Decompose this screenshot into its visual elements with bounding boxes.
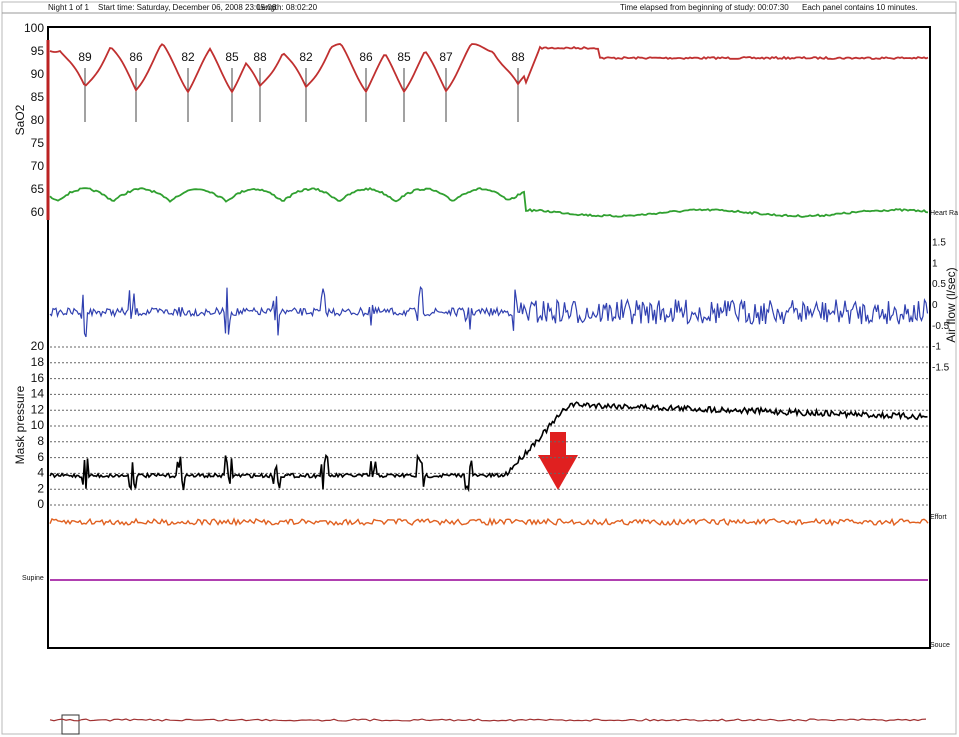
sao2-tick: 95 xyxy=(31,44,45,58)
sao2-tick: 100 xyxy=(24,21,44,35)
sao2-tick: 90 xyxy=(31,67,45,81)
night: Night 1 of 1 xyxy=(48,3,89,12)
panel-box xyxy=(47,26,931,649)
desat-label: 88 xyxy=(253,50,267,64)
mask-tick: 20 xyxy=(31,339,45,353)
source-label: Souce xyxy=(930,642,950,649)
mask-label: Mask pressure xyxy=(13,385,27,464)
airflow-tick: 1 xyxy=(932,258,938,269)
mask-tick: 12 xyxy=(31,402,45,416)
length: Length: 08:02:20 xyxy=(257,3,318,12)
mask-tick: 6 xyxy=(37,450,44,464)
arrow xyxy=(538,432,578,490)
desat-label: 82 xyxy=(181,50,195,64)
overview-trace xyxy=(49,718,927,722)
mask-tick: 2 xyxy=(37,481,44,495)
airflow-tick: -0.5 xyxy=(932,321,950,332)
mask-tick: 8 xyxy=(37,434,44,448)
airflow-tick: 0.5 xyxy=(932,279,946,290)
sao2-label: SaO2 xyxy=(13,104,27,135)
sao2-tick: 80 xyxy=(31,113,45,127)
airflow-tick: 1.5 xyxy=(932,238,946,249)
mask-trace xyxy=(49,401,928,493)
panel-note: Each panel contains 10 minutes. xyxy=(802,3,918,12)
airflow-tick: -1.5 xyxy=(932,362,950,373)
desat-label: 85 xyxy=(225,50,239,64)
mask-tick: 10 xyxy=(31,418,45,432)
desat-label: 86 xyxy=(359,50,373,64)
desat-label: 87 xyxy=(439,50,453,64)
mask-tick: 16 xyxy=(31,371,45,385)
airflow-label: Air flow (l/sec) xyxy=(944,267,958,342)
airflow-tick: -1 xyxy=(932,342,941,353)
start-time: Start time: Saturday, December 06, 2008 … xyxy=(98,3,277,12)
effort-label: Effort xyxy=(930,514,947,521)
elapsed: Time elapsed from beginning of study: 00… xyxy=(620,3,789,12)
mask-tick: 18 xyxy=(31,355,45,369)
position-label: Supine xyxy=(22,575,44,582)
sao2-tick: 65 xyxy=(31,182,45,196)
mask-tick: 4 xyxy=(37,466,44,480)
desat-label: 86 xyxy=(129,50,143,64)
effort-trace xyxy=(49,517,929,527)
desat-label: 89 xyxy=(78,50,92,64)
desat-label: 82 xyxy=(299,50,313,64)
sao2-tick: 60 xyxy=(31,205,45,219)
sao2-tick: 70 xyxy=(31,159,45,173)
heart-rate-trace xyxy=(49,187,929,218)
airflow-tick: 0 xyxy=(932,300,938,311)
sao2-trace xyxy=(49,43,929,94)
scroll-thumb xyxy=(61,714,80,735)
desat-label: 85 xyxy=(397,50,411,64)
mask-tick: 14 xyxy=(31,387,45,401)
airflow-trace xyxy=(49,285,929,338)
sao2-tick: 75 xyxy=(31,136,45,150)
desat-label: 88 xyxy=(511,50,525,64)
sao2-tick: 85 xyxy=(31,90,45,104)
mask-tick: 0 xyxy=(37,497,44,511)
heart-rate-label: Heart Ra xyxy=(930,210,958,217)
